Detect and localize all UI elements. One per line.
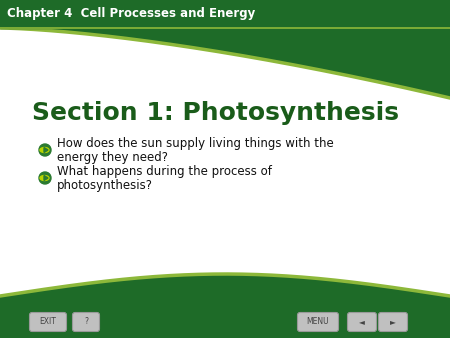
Text: How does the sun supply living things with the: How does the sun supply living things wi… [57,137,334,150]
Text: What happens during the process of: What happens during the process of [57,165,272,178]
Text: EXIT: EXIT [40,317,56,327]
Polygon shape [44,147,48,152]
Text: energy they need?: energy they need? [57,150,168,164]
Text: MENU: MENU [307,317,329,327]
Polygon shape [0,28,450,296]
Circle shape [39,144,51,156]
Text: Chapter 4  Cell Processes and Energy: Chapter 4 Cell Processes and Energy [7,7,255,21]
FancyBboxPatch shape [30,313,67,332]
Polygon shape [44,175,48,180]
Circle shape [39,172,51,184]
Text: ?: ? [84,317,88,327]
Text: Section 1: Photosynthesis: Section 1: Photosynthesis [32,101,399,125]
FancyBboxPatch shape [297,313,338,332]
FancyBboxPatch shape [72,313,99,332]
Bar [0,0,450,28]
Text: photosynthesis?: photosynthesis? [57,178,153,192]
Text: ◄: ◄ [359,317,365,327]
Text: ►: ► [390,317,396,327]
FancyBboxPatch shape [378,313,408,332]
FancyBboxPatch shape [347,313,377,332]
Ellipse shape [40,147,49,152]
Ellipse shape [40,175,49,180]
